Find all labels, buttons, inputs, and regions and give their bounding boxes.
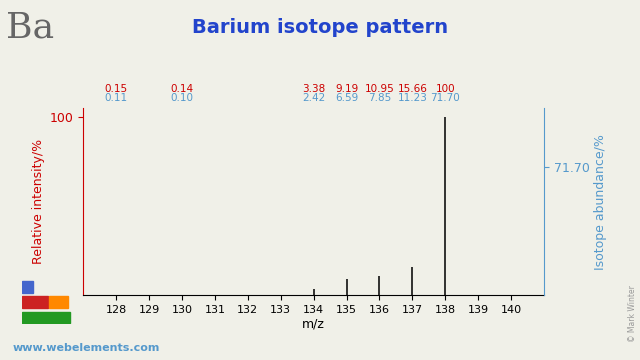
Text: 100: 100 [435, 84, 455, 94]
Bar [22, 312, 70, 323]
Bar [49, 296, 68, 308]
Y-axis label: Isotope abundance/%: Isotope abundance/% [594, 134, 607, 270]
Text: 0.10: 0.10 [170, 93, 193, 103]
Text: 0.11: 0.11 [104, 93, 127, 103]
Text: 15.66: 15.66 [397, 84, 428, 94]
Text: 2.42: 2.42 [302, 93, 325, 103]
Text: 71.70: 71.70 [430, 93, 460, 103]
Text: 0.14: 0.14 [170, 84, 193, 94]
X-axis label: m/z: m/z [302, 318, 325, 331]
Bar [22, 296, 48, 308]
Text: © Mark Winter: © Mark Winter [628, 285, 637, 342]
Text: Barium isotope pattern: Barium isotope pattern [192, 18, 448, 37]
Text: 9.19: 9.19 [335, 84, 358, 94]
Bar [22, 281, 33, 293]
Text: 6.59: 6.59 [335, 93, 358, 103]
Text: 10.95: 10.95 [365, 84, 394, 94]
Y-axis label: Relative intensity/%: Relative intensity/% [33, 139, 45, 264]
Text: www.webelements.com: www.webelements.com [13, 343, 160, 353]
Text: 11.23: 11.23 [397, 93, 428, 103]
Text: Ba: Ba [6, 11, 54, 45]
Text: 7.85: 7.85 [368, 93, 391, 103]
Text: 3.38: 3.38 [302, 84, 325, 94]
Text: 0.15: 0.15 [104, 84, 127, 94]
